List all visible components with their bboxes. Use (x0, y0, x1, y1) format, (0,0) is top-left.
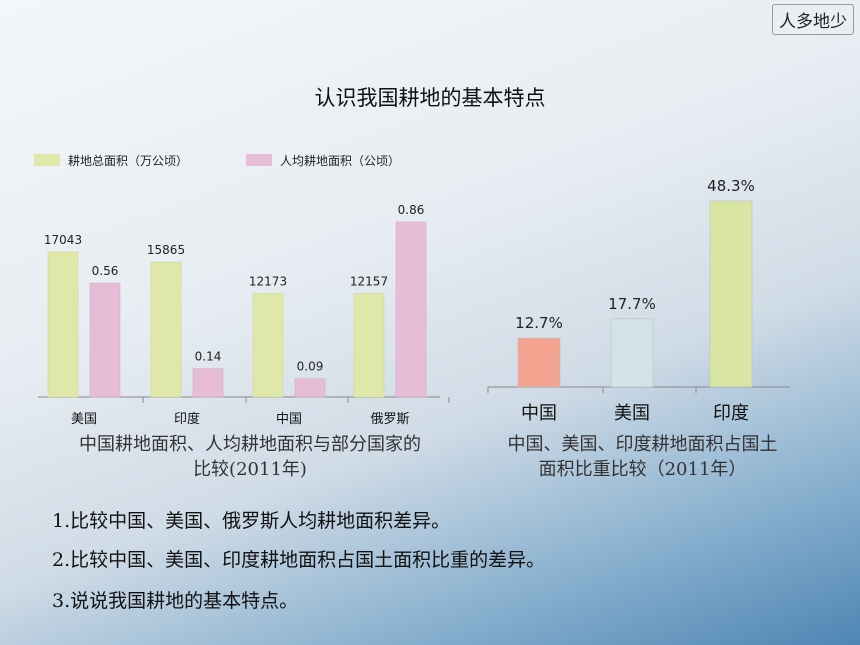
category-label: 中国 (276, 412, 302, 427)
bar-per-capita (192, 368, 224, 398)
chart2-caption-line2: 面积比重比较（2011年） (538, 459, 747, 480)
legend-swatch (34, 154, 60, 166)
data-label-percentage: 48.3% (707, 177, 755, 195)
chart1-caption: 中国耕地面积、人均耕地面积与部分国家的 比较(2011年) (30, 432, 470, 482)
category-label: 印度 (174, 411, 200, 427)
grouped-bar-chart: 耕地总面积（万公顷） 人均耕地面积（公顷） 17043 0.56 美国 15865 0.14… (34, 153, 450, 427)
chart1-caption-line2: 比较(2011年) (193, 459, 307, 480)
data-label-per-capita: 0.56 (92, 264, 119, 278)
category-label: 俄罗斯 (370, 412, 409, 427)
data-label-total: 12157 (350, 275, 388, 289)
data-label-percentage: 17.7% (608, 295, 656, 313)
category-label: 美国 (614, 403, 650, 424)
bar-total-area (353, 293, 385, 398)
bar-total-area (252, 293, 284, 398)
bar-per-capita (294, 378, 326, 398)
percentage-bar-chart: 12.7% 中国 17.7% 美国 48.3% 印度 (487, 177, 790, 424)
data-label-total: 17043 (44, 233, 82, 247)
slide-title: 认识我国耕地的基本特点 (314, 86, 546, 110)
legend-swatch (246, 154, 272, 166)
data-label-total: 12173 (249, 274, 287, 288)
chart2-caption: 中国、美国、印度耕地面积占国土 面积比重比较（2011年） (475, 432, 810, 482)
legend-label: 人均耕地面积（公顷） (280, 153, 400, 168)
data-label-total: 15865 (147, 243, 185, 257)
corner-tag: 人多地少 (772, 4, 854, 35)
question-2: 2.比较中国、美国、印度耕地面积占国土面积比重的差异。 (52, 549, 546, 571)
bar-per-capita (395, 221, 427, 398)
category-label: 美国 (71, 412, 97, 427)
bar-total-area (47, 251, 79, 398)
bar-total-area (150, 261, 182, 398)
data-label-per-capita: 0.14 (195, 350, 222, 364)
category-label: 印度 (713, 403, 749, 424)
category-label: 中国 (521, 403, 557, 424)
data-label-percentage: 12.7% (515, 314, 563, 332)
data-label-per-capita: 0.86 (398, 203, 425, 217)
bar-per-capita (89, 282, 121, 398)
question-1: 1.比较中国、美国、俄罗斯人均耕地面积差异。 (52, 510, 451, 532)
question-3: 3.说说我国耕地的基本特点。 (52, 590, 299, 612)
chart1-caption-line1: 中国耕地面积、人均耕地面积与部分国家的 (79, 434, 421, 455)
bar-percentage (517, 337, 561, 388)
data-label-per-capita: 0.09 (297, 360, 324, 374)
chart2-caption-line1: 中国、美国、印度耕地面积占国土 (507, 434, 778, 455)
bar-percentage (709, 200, 753, 388)
bar-percentage (610, 318, 654, 388)
legend-label: 耕地总面积（万公顷） (68, 153, 188, 168)
